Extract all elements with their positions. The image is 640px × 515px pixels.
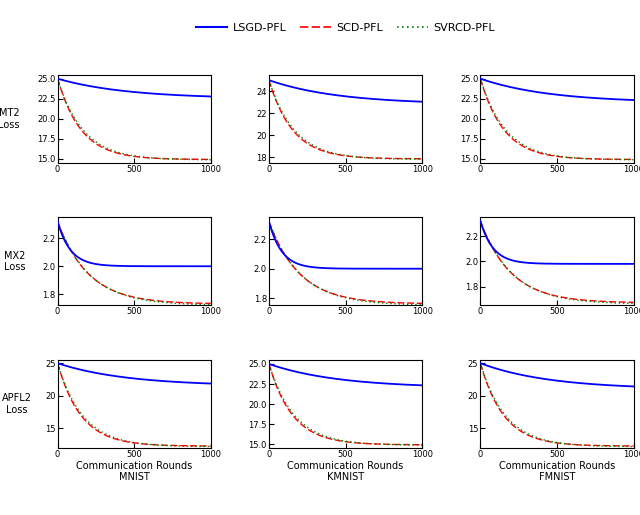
Legend: LSGD-PFL, SCD-PFL, SVRCD-PFL: LSGD-PFL, SCD-PFL, SVRCD-PFL [192, 19, 499, 37]
X-axis label: Communication Rounds
KMNIST: Communication Rounds KMNIST [287, 460, 404, 482]
Y-axis label: APFL2
Loss: APFL2 Loss [2, 393, 32, 415]
Y-axis label: MX2
Loss: MX2 Loss [4, 251, 25, 272]
X-axis label: Communication Rounds
MNIST: Communication Rounds MNIST [76, 460, 193, 482]
X-axis label: Communication Rounds
FMNIST: Communication Rounds FMNIST [499, 460, 615, 482]
Y-axis label: MT2
Loss: MT2 Loss [0, 108, 20, 129]
